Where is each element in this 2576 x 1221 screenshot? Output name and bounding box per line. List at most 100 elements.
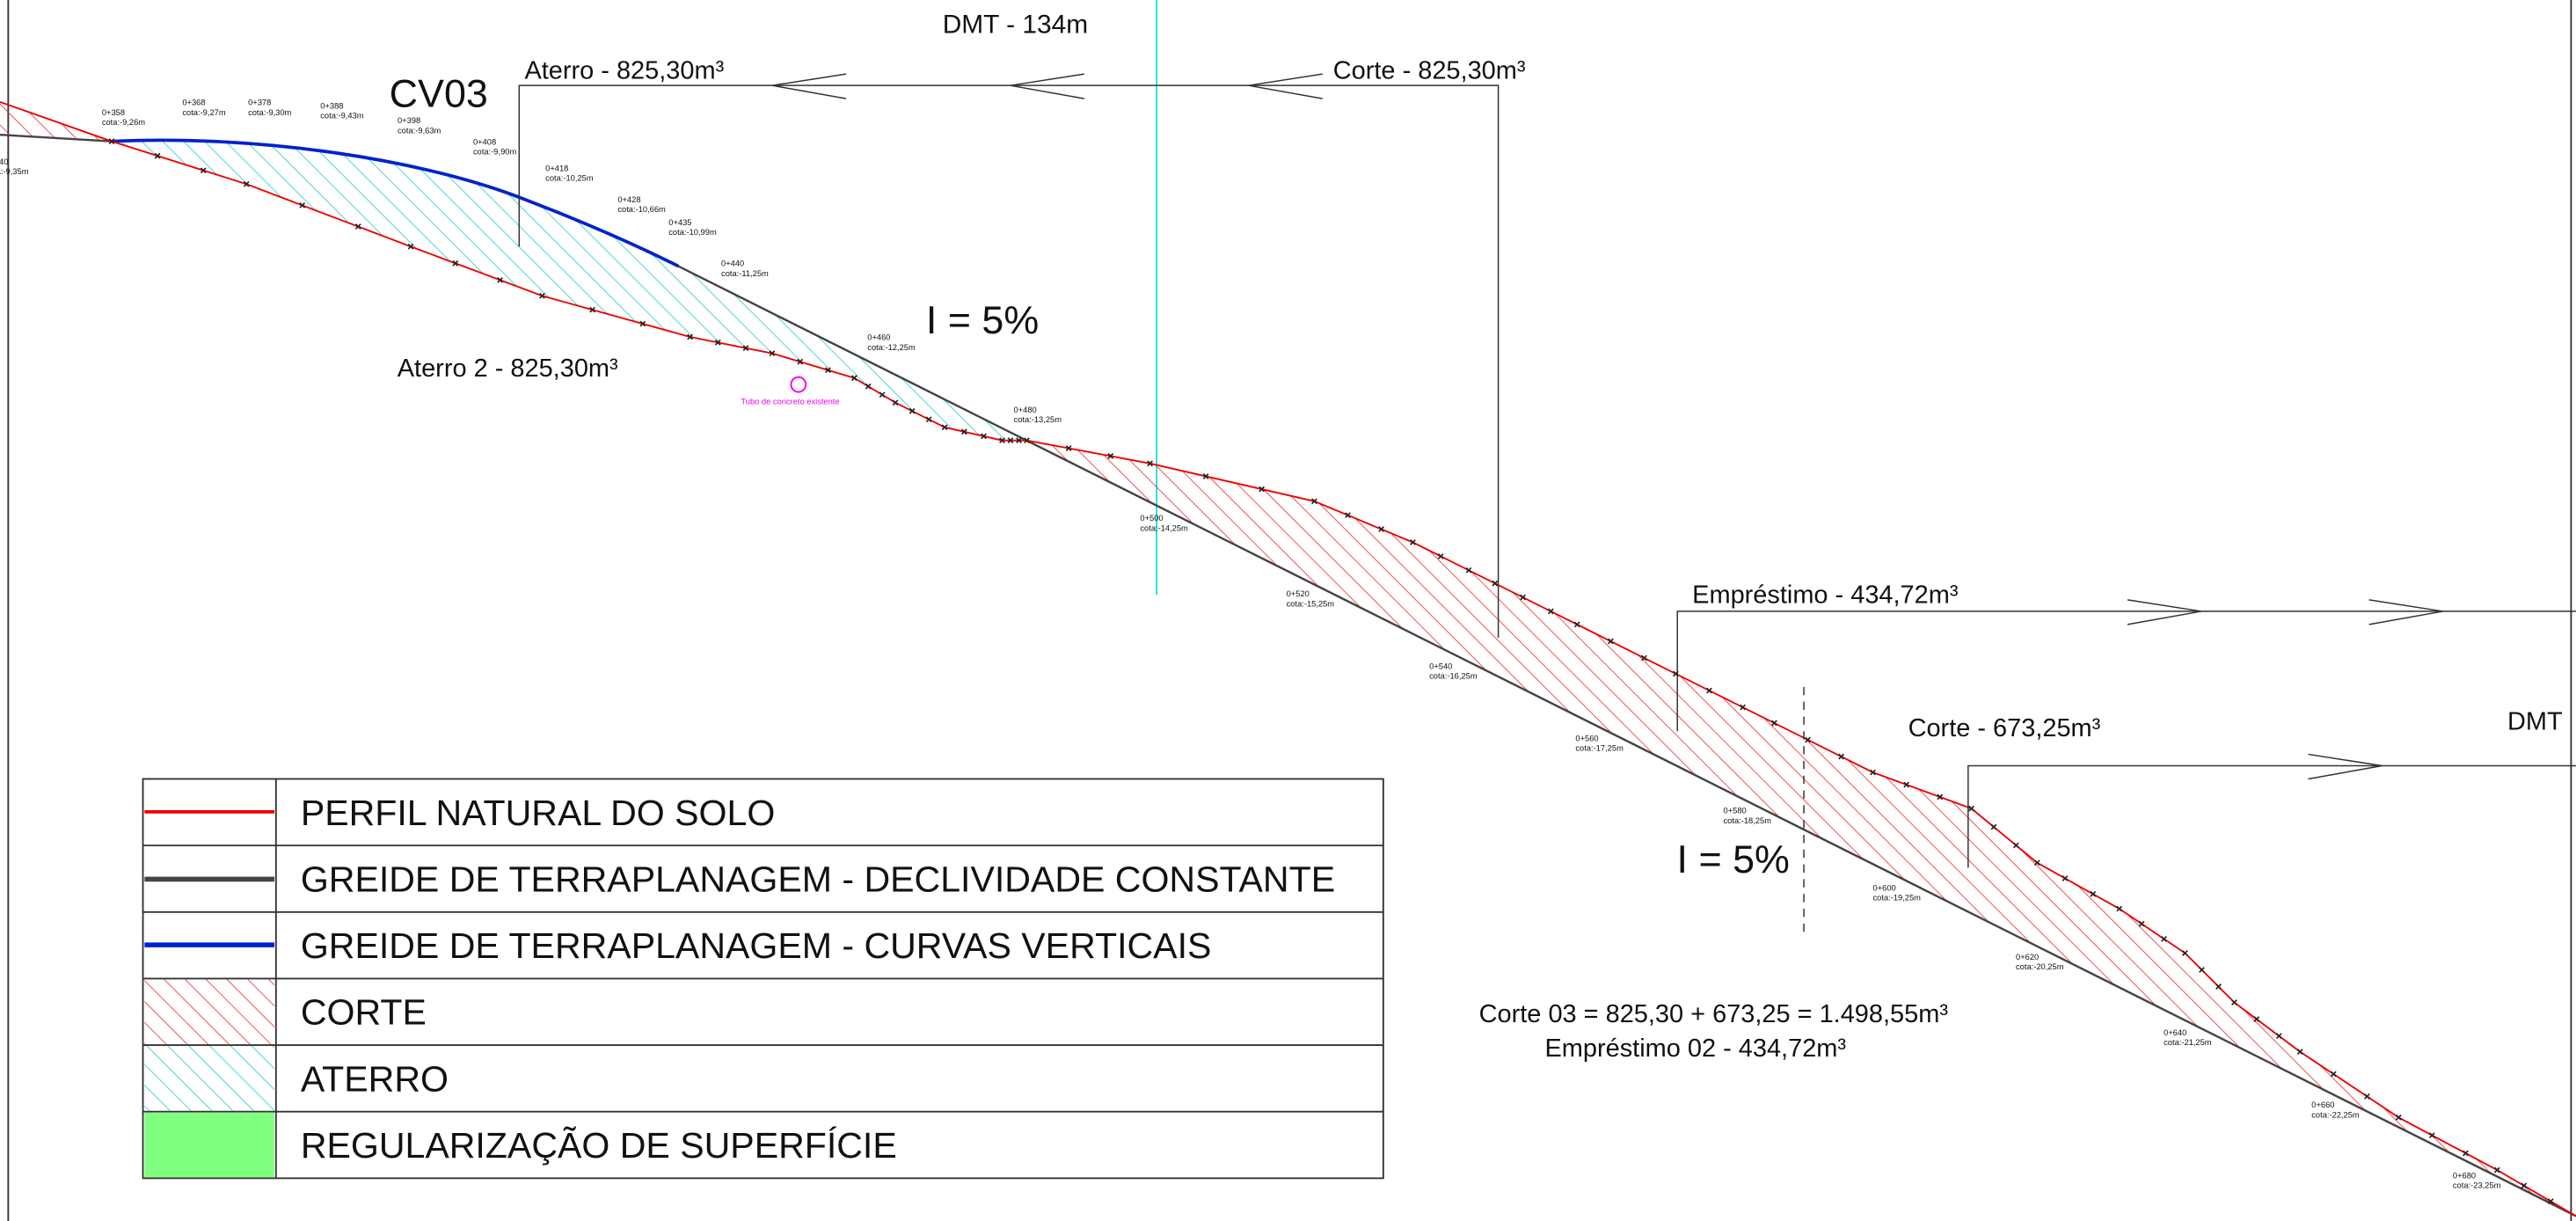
station-label: 0+358 [102, 108, 125, 117]
station-cota: cota:-10,25m [545, 174, 594, 183]
survey-point [1672, 670, 1679, 677]
station-label: 0+500 [1140, 514, 1163, 523]
survey-point [1345, 512, 1351, 519]
station-cota: cota:-18,25m [1724, 816, 1772, 825]
survey-point [714, 339, 721, 346]
survey-point [1706, 687, 1712, 694]
survey-point [1805, 736, 1811, 743]
survey-point [589, 306, 595, 313]
station-cota: cota:-9,30m [248, 108, 291, 117]
survey-point [1547, 608, 1554, 615]
station-label: 0+398 [398, 116, 420, 125]
station-cota: cota:-16,25m [1429, 672, 1478, 681]
survey-point [2395, 1114, 2402, 1121]
station-cota: cota:-9,63m [398, 126, 441, 135]
survey-point [2090, 890, 2097, 897]
station-cota: cota:-22,25m [2311, 1110, 2360, 1119]
station-cota: cota:-9,26m [102, 118, 145, 127]
legend-label: GREIDE DE TERRAPLANAGEM - DECLIVIDADE CO… [301, 859, 1335, 899]
label: Empréstimo - 434,72m³ [1692, 581, 1959, 610]
survey-point [1065, 445, 1072, 451]
survey-point [1607, 638, 1614, 645]
survey-point [1107, 453, 1114, 459]
survey-point [865, 383, 872, 390]
survey-point [2363, 1093, 2370, 1100]
survey-point [2275, 1033, 2282, 1040]
survey-point [2330, 1071, 2337, 1078]
station-label: 0+460 [867, 333, 890, 342]
station-label: 0+620 [2016, 953, 2039, 961]
survey-point [1968, 805, 1974, 812]
vertical-curve [111, 138, 680, 268]
label: Corte - 673,25m³ [1908, 714, 2101, 742]
label: Empréstimo 02 - 434,72m³ [1544, 1035, 1846, 1063]
legend-label: ATERRO [301, 1058, 449, 1099]
station-label: 0+560 [1575, 735, 1598, 743]
station-label: 0+680 [2453, 1171, 2476, 1180]
survey-point [769, 350, 776, 357]
label: I = 5% [1677, 837, 1790, 881]
station-label: 0+660 [2311, 1100, 2334, 1109]
legend-label: GREIDE DE TERRAPLANAGEM - CURVAS VERTICA… [301, 925, 1212, 966]
station-cota: cota:-9,35m [0, 167, 29, 176]
survey-point [1990, 823, 1997, 830]
survey-point [1202, 473, 1209, 479]
survey-point [1410, 539, 1416, 545]
survey-point [539, 292, 545, 299]
station-label: 0+408 [473, 137, 496, 146]
survey-point [1870, 769, 1876, 776]
survey-point [108, 138, 115, 145]
survey-point [2521, 1182, 2528, 1189]
survey-point [2428, 1132, 2435, 1138]
survey-point [1740, 704, 1746, 711]
station-cota: cota:-9,27m [182, 108, 225, 117]
survey-point [925, 416, 932, 423]
survey-point [850, 375, 857, 382]
survey-point [2547, 1198, 2554, 1205]
survey-point [687, 333, 693, 340]
survey-point [2493, 1166, 2500, 1173]
label: Corte - 825,30m³ [1333, 57, 1526, 85]
label: DMT [2507, 707, 2563, 735]
survey-point [1903, 781, 1910, 788]
survey-point [2296, 1049, 2303, 1055]
label: DMT - 134m [943, 10, 1088, 39]
survey-point [892, 399, 899, 406]
station-label: 0+540 [1429, 662, 1452, 670]
station-cota: cota:-17,25m [1575, 744, 1624, 753]
survey-point [999, 437, 1005, 444]
survey-point [407, 243, 414, 250]
survey-point [1437, 552, 1444, 559]
label: I = 5% [926, 297, 1039, 342]
survey-point [1259, 486, 1266, 493]
survey-point [1573, 621, 1580, 628]
label: Aterro - 825,30m³ [524, 57, 724, 85]
survey-point [1310, 498, 1317, 505]
survey-point [1147, 460, 1153, 467]
survey-point [825, 367, 831, 374]
station-cota: cota:-20,25m [2016, 962, 2064, 971]
station-cota: cota:-12,25m [867, 343, 916, 352]
survey-point [1007, 437, 1014, 444]
legend [142, 778, 1384, 1180]
station-cota: cota:-15,25m [1287, 599, 1335, 608]
grade-line [677, 265, 2576, 1217]
station-label: 0+340 [0, 157, 8, 166]
survey-point [497, 276, 504, 283]
survey-point [742, 345, 749, 352]
survey-point [2116, 905, 2123, 912]
label: Aterro 2 - 825,30m³ [398, 355, 618, 383]
survey-point [2138, 920, 2145, 927]
survey-point [960, 428, 967, 435]
survey-point [1016, 437, 1022, 444]
station-label: 0+480 [1014, 406, 1037, 414]
grade-line [0, 134, 113, 143]
survey-point [2253, 1016, 2260, 1022]
survey-point [2215, 983, 2222, 990]
survey-point [2199, 967, 2205, 973]
station-cota: cota:-10,99m [668, 228, 717, 237]
dimension [518, 73, 2576, 937]
pipe [790, 376, 807, 393]
station-cota: cota:-11,25m [721, 269, 769, 278]
